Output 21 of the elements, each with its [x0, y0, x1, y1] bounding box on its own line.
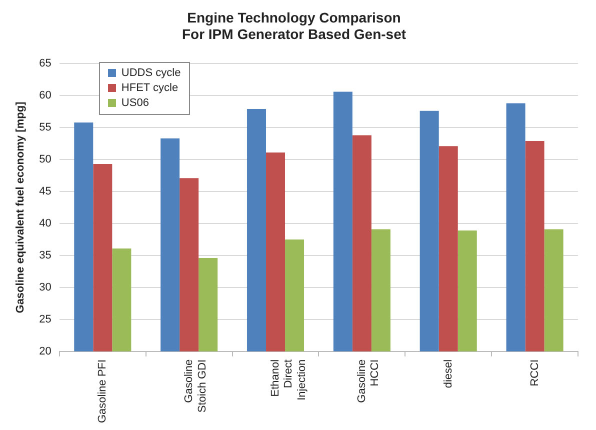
legend-label: UDDS cycle	[121, 67, 181, 80]
y-tick-label: 60	[39, 90, 52, 102]
x-tick-label: Gasoline PFI	[96, 359, 109, 424]
y-tick-label: 35	[39, 250, 52, 262]
legend-label: US06	[121, 97, 149, 110]
x-tick-label: RCCI	[528, 359, 541, 386]
x-tick-label: Gasoline Stoich GDI	[183, 359, 208, 413]
y-tick-label: 65	[39, 58, 52, 70]
x-tick-label: diesel	[442, 359, 454, 388]
y-tick-label: 55	[39, 122, 52, 134]
x-tick-label: Gasoline HCCI	[356, 359, 382, 403]
y-tick-label: 45	[39, 186, 52, 198]
x-tick-label: Ethanol Direct Injection	[270, 359, 308, 400]
y-tick-label: 50	[39, 154, 52, 166]
y-tick-label: 40	[39, 218, 52, 230]
legend-label: HFET cycle	[121, 82, 178, 94]
y-tick-label: 25	[39, 313, 52, 326]
chart-title: Engine Technology Comparison For IPM Generator Based Gen-set	[182, 9, 406, 42]
y-axis-title: Gasoline equivalent fuel economy [mpg]	[14, 101, 27, 314]
y-tick-label: 30	[39, 281, 52, 294]
y-tick-label: 20	[39, 345, 52, 358]
